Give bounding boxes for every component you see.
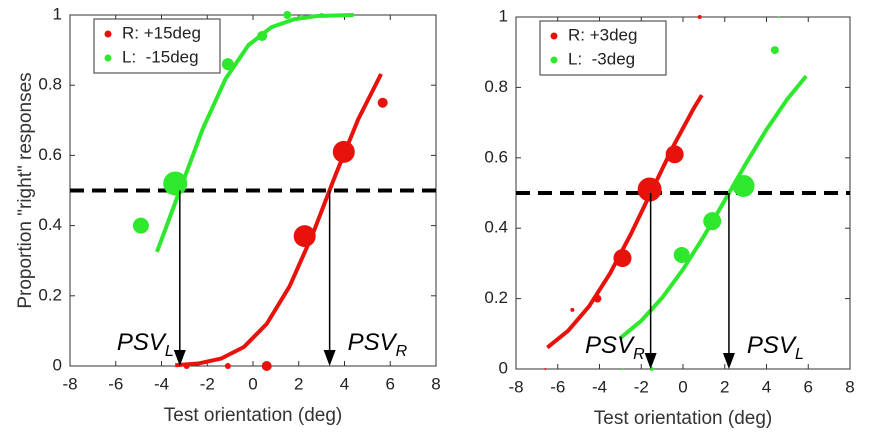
legend-box bbox=[93, 18, 221, 74]
y-tick-label: 0 bbox=[499, 358, 508, 377]
data-point bbox=[332, 140, 355, 163]
psv-label: PSVR bbox=[585, 332, 645, 363]
y-tick-label: 1 bbox=[499, 6, 508, 25]
psv-subscript: L bbox=[165, 343, 174, 360]
data-point bbox=[221, 58, 234, 71]
data-point bbox=[377, 97, 388, 108]
legend-label: L: -3deg bbox=[568, 49, 635, 68]
data-point bbox=[613, 249, 632, 268]
data-point bbox=[224, 363, 231, 369]
data-point bbox=[183, 363, 190, 369]
y-tick-label: 0.2 bbox=[484, 288, 508, 307]
x-tick-label: 6 bbox=[386, 374, 395, 393]
psv-arrowhead bbox=[722, 353, 735, 369]
data-point bbox=[283, 11, 292, 19]
data-point bbox=[673, 246, 690, 263]
psv-text: PSV bbox=[348, 329, 398, 356]
legend-marker bbox=[550, 56, 558, 64]
x-tick-label: -4 bbox=[154, 374, 169, 393]
x-axis-label: Test orientation (deg) bbox=[594, 408, 773, 429]
psv-label: PSVR bbox=[348, 329, 408, 360]
y-tick-label: 0.8 bbox=[484, 77, 508, 96]
y-tick-label: 0.4 bbox=[38, 215, 62, 234]
psv-text: PSV bbox=[585, 332, 635, 359]
x-tick-label: 8 bbox=[845, 377, 854, 396]
x-tick-label: -6 bbox=[108, 374, 123, 393]
legend-label: R: +15deg bbox=[122, 23, 201, 42]
data-point bbox=[665, 145, 684, 164]
x-tick-label: 4 bbox=[340, 374, 349, 393]
data-point bbox=[770, 46, 779, 55]
data-point bbox=[621, 368, 624, 370]
data-point bbox=[257, 31, 268, 42]
x-tick-label: -2 bbox=[200, 374, 215, 393]
data-point bbox=[778, 16, 781, 18]
x-tick-label: -2 bbox=[634, 377, 649, 396]
data-point bbox=[261, 361, 272, 371]
y-tick-label: 0.6 bbox=[484, 147, 508, 166]
y-tick-label: 0.6 bbox=[38, 145, 62, 164]
data-point bbox=[570, 307, 575, 312]
legend-marker bbox=[104, 54, 112, 62]
x-tick-label: 8 bbox=[431, 374, 440, 393]
y-tick-label: 0.4 bbox=[484, 218, 508, 237]
data-point bbox=[637, 177, 662, 202]
data-point bbox=[593, 294, 602, 303]
psv-subscript: L bbox=[795, 346, 804, 363]
data-point bbox=[319, 13, 324, 17]
y-tick-label: 0.8 bbox=[38, 75, 62, 94]
x-tick-label: 0 bbox=[678, 377, 687, 396]
psv-arrowhead bbox=[323, 350, 336, 366]
psv-subscript: R bbox=[633, 346, 645, 363]
psv-label: PSVL bbox=[117, 329, 174, 360]
legend-marker bbox=[104, 30, 112, 38]
data-point bbox=[732, 174, 755, 197]
fit-curve bbox=[619, 74, 808, 340]
x-axis-label: Test orientation (deg) bbox=[164, 405, 343, 426]
legend-label: R: +3deg bbox=[568, 25, 637, 44]
y-tick-label: 0.2 bbox=[38, 285, 62, 304]
psv-subscript: R bbox=[396, 343, 408, 360]
data-point bbox=[132, 217, 149, 234]
psv-arrowhead bbox=[644, 353, 657, 369]
psv-label: PSVL bbox=[747, 332, 804, 363]
data-point bbox=[703, 212, 722, 231]
x-tick-label: -4 bbox=[592, 377, 607, 396]
psv-text: PSV bbox=[117, 329, 167, 356]
legend-marker bbox=[550, 32, 558, 40]
legend-box bbox=[539, 20, 667, 76]
x-tick-label: 0 bbox=[248, 374, 257, 393]
psv-arrowhead bbox=[173, 350, 186, 366]
x-tick-label: -8 bbox=[508, 377, 523, 396]
fit-curve bbox=[546, 94, 704, 350]
data-point bbox=[544, 368, 547, 370]
x-tick-label: 2 bbox=[720, 377, 729, 396]
y-tick-label: 0 bbox=[53, 355, 62, 374]
data-point bbox=[163, 171, 188, 196]
data-point bbox=[697, 15, 702, 19]
x-tick-label: -6 bbox=[550, 377, 565, 396]
x-tick-label: -8 bbox=[62, 374, 77, 393]
legend-label: L: -15deg bbox=[122, 47, 199, 66]
psv-text: PSV bbox=[747, 332, 797, 359]
x-tick-label: 2 bbox=[294, 374, 303, 393]
x-tick-label: 4 bbox=[762, 377, 771, 396]
y-tick-label: 1 bbox=[53, 4, 62, 23]
x-tick-label: 6 bbox=[804, 377, 813, 396]
y-axis-label: Proportion "right" responses bbox=[15, 72, 36, 308]
data-point bbox=[293, 225, 316, 248]
